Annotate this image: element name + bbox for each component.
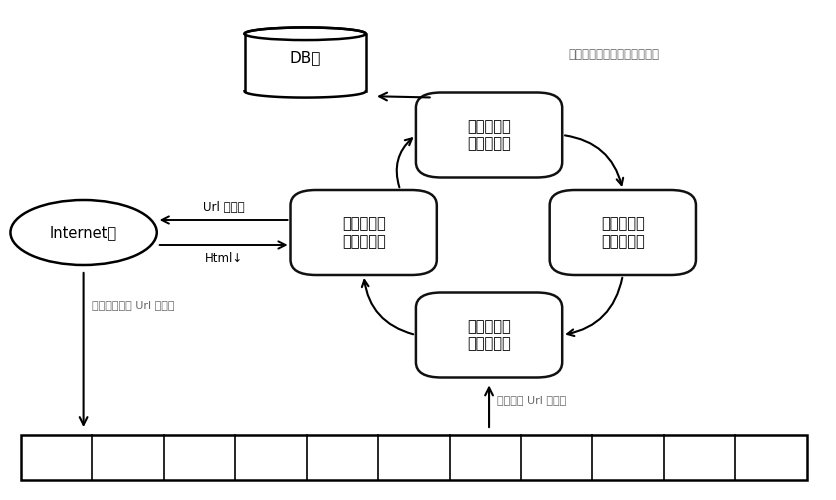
Text: Url 请求。: Url 请求。 (203, 201, 244, 214)
Text: 爬虫程序。
服务集群。: 爬虫程序。 服务集群。 (467, 119, 511, 151)
Text: 爬虫程序。
服务集群。: 爬虫程序。 服务集群。 (467, 319, 511, 351)
Text: 爬虫程序。
服务集群。: 爬虫程序。 服务集群。 (342, 216, 385, 248)
Text: 从队列中 Url 地址。: 从队列中 Url 地址。 (497, 395, 567, 405)
Bar (21, 435, 807, 480)
Text: Internet。: Internet。 (50, 225, 117, 240)
FancyBboxPatch shape (415, 292, 562, 378)
Text: 从网络中爬取 Url 地址。: 从网络中爬取 Url 地址。 (92, 300, 175, 310)
Ellipse shape (244, 28, 366, 40)
FancyBboxPatch shape (550, 190, 696, 275)
Text: 下载网页存储到文件系统中。: 下载网页存储到文件系统中。 (568, 48, 660, 62)
Text: Html↓: Html↓ (205, 252, 242, 266)
FancyBboxPatch shape (415, 92, 562, 178)
Ellipse shape (11, 200, 157, 265)
Bar (244, 34, 366, 91)
FancyBboxPatch shape (291, 190, 436, 275)
Text: 爬虫程序。
服务集群。: 爬虫程序。 服务集群。 (601, 216, 645, 248)
Text: DB。: DB。 (289, 50, 321, 65)
